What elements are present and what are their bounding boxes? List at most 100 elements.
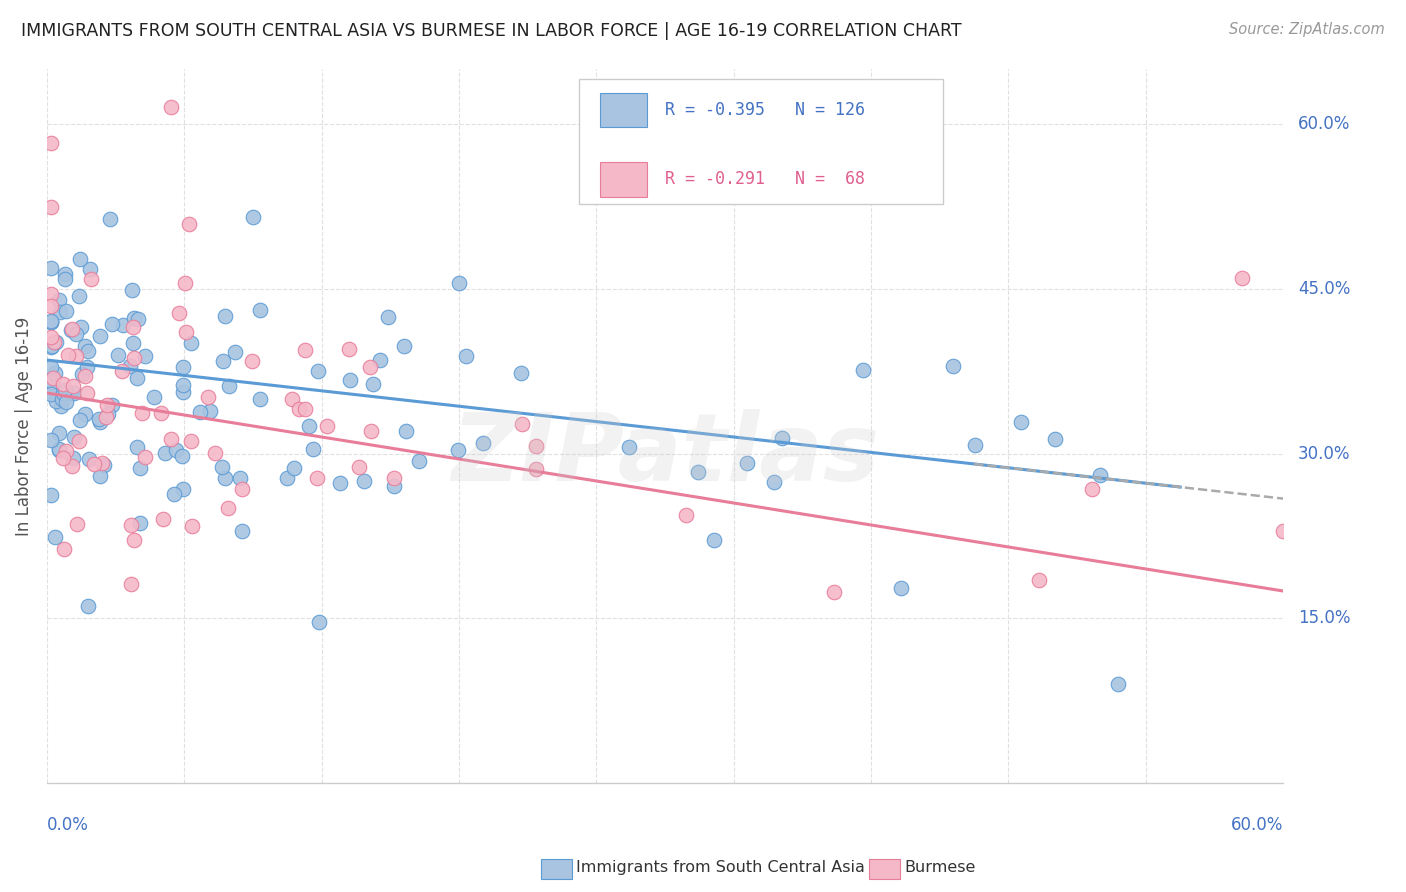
Text: R = -0.291   N =  68: R = -0.291 N = 68	[665, 170, 865, 188]
Point	[48, 293, 70, 307]
Point	[280, 392, 302, 406]
Point	[703, 533, 725, 547]
Point	[301, 442, 323, 456]
Point	[70, 319, 93, 334]
Point	[134, 450, 156, 465]
Point	[231, 482, 253, 496]
Point	[524, 439, 547, 453]
Point	[1043, 432, 1066, 446]
Point	[75, 339, 97, 353]
FancyBboxPatch shape	[578, 79, 943, 204]
Point	[197, 390, 219, 404]
Point	[96, 410, 118, 425]
Point	[294, 343, 316, 357]
Point	[41, 339, 63, 353]
Point	[142, 390, 165, 404]
Point	[823, 585, 845, 599]
Text: 45.0%: 45.0%	[1298, 279, 1350, 298]
Point	[39, 340, 62, 354]
Point	[89, 415, 111, 429]
Point	[392, 339, 415, 353]
Point	[172, 483, 194, 497]
Point	[55, 395, 77, 409]
Point	[52, 385, 75, 400]
Point	[1028, 573, 1050, 587]
Point	[172, 377, 194, 392]
Point	[1010, 416, 1032, 430]
Point	[762, 475, 785, 490]
Point	[229, 471, 252, 485]
Point	[128, 460, 150, 475]
Point	[122, 351, 145, 366]
Point	[231, 524, 253, 538]
Point	[107, 348, 129, 362]
Point	[377, 310, 399, 325]
Point	[39, 313, 62, 327]
Point	[316, 418, 339, 433]
Point	[97, 407, 120, 421]
Point	[1081, 482, 1104, 496]
Point	[87, 412, 110, 426]
Point	[167, 306, 190, 320]
Point	[111, 318, 134, 333]
Point	[48, 442, 70, 457]
Point	[359, 359, 381, 374]
Point	[298, 419, 321, 434]
Point	[1088, 468, 1111, 483]
Point	[737, 456, 759, 470]
Text: 15.0%: 15.0%	[1298, 609, 1351, 627]
Point	[159, 432, 181, 446]
Point	[51, 392, 73, 406]
Point	[41, 371, 63, 385]
Point	[165, 443, 187, 458]
Point	[55, 303, 77, 318]
Point	[218, 379, 240, 393]
Point	[49, 305, 72, 319]
Point	[98, 211, 121, 226]
Point	[360, 424, 382, 438]
Point	[890, 582, 912, 596]
Point	[127, 371, 149, 385]
Point	[55, 444, 77, 458]
Point	[394, 425, 416, 439]
Point	[39, 386, 62, 401]
Point	[89, 329, 111, 343]
Point	[198, 404, 221, 418]
Point	[75, 408, 97, 422]
Point	[217, 501, 239, 516]
Text: Burmese: Burmese	[904, 860, 976, 874]
Point	[44, 366, 66, 380]
Point	[65, 517, 87, 532]
Point	[163, 487, 186, 501]
Point	[67, 289, 90, 303]
Text: Source: ZipAtlas.com: Source: ZipAtlas.com	[1229, 22, 1385, 37]
Point	[91, 456, 114, 470]
Text: 0.0%: 0.0%	[46, 815, 89, 834]
Point	[180, 335, 202, 350]
Point	[1107, 677, 1129, 691]
Point	[101, 398, 124, 412]
Point	[53, 384, 76, 398]
Point	[118, 359, 141, 373]
Y-axis label: In Labor Force | Age 16-19: In Labor Force | Age 16-19	[15, 317, 32, 535]
Point	[65, 349, 87, 363]
Point	[852, 362, 875, 376]
Point	[56, 348, 79, 362]
Point	[153, 446, 176, 460]
Point	[100, 317, 122, 331]
Point	[76, 359, 98, 374]
Point	[62, 379, 84, 393]
Point	[249, 302, 271, 317]
Point	[73, 369, 96, 384]
Point	[339, 373, 361, 387]
Point	[60, 323, 83, 337]
Point	[382, 478, 405, 492]
Point	[62, 450, 84, 465]
Point	[41, 376, 63, 390]
Point	[347, 460, 370, 475]
Point	[127, 311, 149, 326]
Bar	[599, 162, 647, 196]
Point	[121, 283, 143, 297]
Point	[308, 615, 330, 629]
Point	[93, 458, 115, 473]
